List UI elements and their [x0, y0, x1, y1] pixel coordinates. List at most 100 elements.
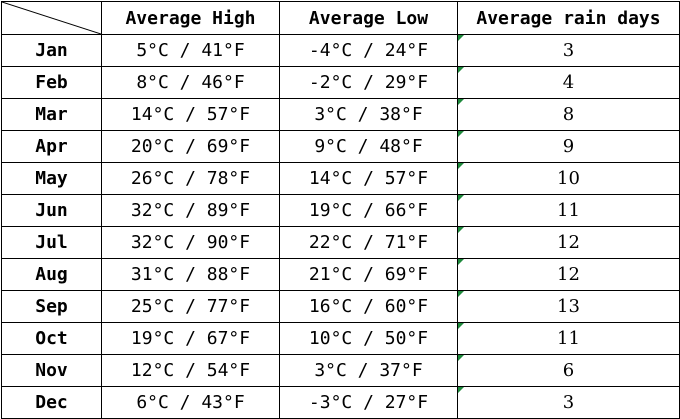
- average-rain-days-cell-value: 4: [562, 72, 575, 93]
- header-average-rain-days[interactable]: Average rain days: [457, 1, 680, 35]
- average-low-cell[interactable]: 19°C / 66°F: [279, 194, 458, 227]
- average-high-cell[interactable]: 26°C / 78°F: [101, 162, 280, 195]
- average-low-cell[interactable]: 9°C / 48°F: [279, 130, 458, 163]
- average-high-cell[interactable]: 14°C / 57°F: [101, 98, 280, 131]
- average-low-cell[interactable]: 3°C / 37°F: [279, 354, 458, 387]
- table-row: Jun 32°C / 89°F 19°C / 66°F 11: [1, 194, 680, 227]
- table-body: Jan 5°C / 41°F -4°C / 24°F 3 Feb 8°C / 46°F -2…: [1, 34, 680, 419]
- month-cell-value: Nov: [35, 360, 68, 381]
- average-rain-days-cell[interactable]: 13: [457, 290, 680, 323]
- average-rain-days-cell[interactable]: 12: [457, 226, 680, 259]
- table-row: Sep 25°C / 77°F 16°C / 60°F 13: [1, 290, 680, 323]
- average-high-cell[interactable]: 32°C / 90°F: [101, 226, 280, 259]
- average-high-cell[interactable]: 19°C / 67°F: [101, 322, 280, 355]
- average-high-cell[interactable]: 5°C / 41°F: [101, 34, 280, 67]
- average-high-cell[interactable]: 31°C / 88°F: [101, 258, 280, 291]
- average-rain-days-cell[interactable]: 3: [457, 386, 680, 419]
- average-low-cell[interactable]: 22°C / 71°F: [279, 226, 458, 259]
- diagonal-line-icon: [2, 2, 101, 34]
- average-low-cell[interactable]: 3°C / 38°F: [279, 98, 458, 131]
- month-cell-value: Jul: [35, 232, 68, 253]
- month-cell-value: Oct: [35, 328, 68, 349]
- month-cell-value: Jun: [35, 200, 68, 221]
- average-high-cell-value: 14°C / 57°F: [130, 104, 251, 125]
- average-rain-days-cell[interactable]: 4: [457, 66, 680, 99]
- month-cell[interactable]: Apr: [1, 130, 102, 163]
- average-high-cell[interactable]: 20°C / 69°F: [101, 130, 280, 163]
- comment-flag-icon: [458, 355, 464, 361]
- average-rain-days-cell[interactable]: 11: [457, 194, 680, 227]
- month-cell-value: Apr: [35, 136, 68, 157]
- average-rain-days-cell[interactable]: 6: [457, 354, 680, 387]
- corner-cell[interactable]: [1, 1, 102, 35]
- average-low-cell-value: 9°C / 48°F: [314, 136, 423, 157]
- average-rain-days-cell[interactable]: 8: [457, 98, 680, 131]
- table-row: Feb 8°C / 46°F -2°C / 29°F 4: [1, 66, 680, 99]
- header-row: Average High Average Low Average rain da…: [1, 1, 680, 35]
- average-low-cell-value: 16°C / 60°F: [308, 296, 429, 317]
- month-cell-value: Sep: [35, 296, 68, 317]
- month-cell[interactable]: Feb: [1, 66, 102, 99]
- average-low-cell[interactable]: 16°C / 60°F: [279, 290, 458, 323]
- average-low-cell[interactable]: 10°C / 50°F: [279, 322, 458, 355]
- average-high-cell[interactable]: 8°C / 46°F: [101, 66, 280, 99]
- month-cell-value: Dec: [35, 392, 68, 413]
- month-cell-value: Aug: [35, 264, 68, 285]
- comment-flag-icon: [458, 259, 464, 265]
- average-high-cell-value: 5°C / 41°F: [136, 40, 245, 61]
- table-row: Mar 14°C / 57°F 3°C / 38°F 8: [1, 98, 680, 131]
- average-low-cell[interactable]: 14°C / 57°F: [279, 162, 458, 195]
- header-average-low[interactable]: Average Low: [279, 1, 458, 35]
- month-cell-value: Feb: [35, 72, 68, 93]
- average-rain-days-cell-value: 3: [562, 392, 575, 413]
- average-rain-days-cell[interactable]: 3: [457, 34, 680, 67]
- average-rain-days-cell[interactable]: 11: [457, 322, 680, 355]
- average-low-cell-value: -3°C / 27°F: [308, 392, 429, 413]
- month-cell[interactable]: May: [1, 162, 102, 195]
- month-cell-value: May: [35, 168, 68, 189]
- month-cell[interactable]: Mar: [1, 98, 102, 131]
- average-low-cell[interactable]: 21°C / 69°F: [279, 258, 458, 291]
- average-low-cell-value: 3°C / 37°F: [314, 360, 423, 381]
- month-cell[interactable]: Sep: [1, 290, 102, 323]
- average-high-cell[interactable]: 12°C / 54°F: [101, 354, 280, 387]
- average-rain-days-cell-value: 11: [557, 200, 580, 221]
- average-low-cell-value: 21°C / 69°F: [308, 264, 429, 285]
- month-cell[interactable]: Dec: [1, 386, 102, 419]
- comment-flag-icon: [458, 227, 464, 233]
- average-low-cell[interactable]: -3°C / 27°F: [279, 386, 458, 419]
- average-high-cell-value: 32°C / 90°F: [130, 232, 251, 253]
- month-cell[interactable]: Nov: [1, 354, 102, 387]
- header-average-high[interactable]: Average High: [101, 1, 280, 35]
- comment-flag-icon: [458, 195, 464, 201]
- average-high-cell-value: 12°C / 54°F: [130, 360, 251, 381]
- month-cell[interactable]: Jun: [1, 194, 102, 227]
- average-high-cell-value: 32°C / 89°F: [130, 200, 251, 221]
- average-rain-days-cell-value: 11: [557, 328, 580, 349]
- average-rain-days-cell-value: 13: [557, 296, 580, 317]
- month-cell[interactable]: Aug: [1, 258, 102, 291]
- average-rain-days-cell[interactable]: 10: [457, 162, 680, 195]
- average-low-cell-value: 10°C / 50°F: [308, 328, 429, 349]
- average-rain-days-cell-value: 10: [557, 168, 580, 189]
- average-low-cell-value: -2°C / 29°F: [308, 72, 429, 93]
- comment-flag-icon: [458, 99, 464, 105]
- average-high-cell[interactable]: 32°C / 89°F: [101, 194, 280, 227]
- average-high-cell[interactable]: 25°C / 77°F: [101, 290, 280, 323]
- comment-flag-icon: [458, 323, 464, 329]
- average-rain-days-cell[interactable]: 12: [457, 258, 680, 291]
- average-low-cell[interactable]: -2°C / 29°F: [279, 66, 458, 99]
- average-high-cell-value: 20°C / 69°F: [130, 136, 251, 157]
- average-high-cell[interactable]: 6°C / 43°F: [101, 386, 280, 419]
- month-cell[interactable]: Oct: [1, 322, 102, 355]
- month-cell[interactable]: Jan: [1, 34, 102, 67]
- average-low-cell[interactable]: -4°C / 24°F: [279, 34, 458, 67]
- average-rain-days-cell-value: 8: [562, 104, 575, 125]
- average-rain-days-cell[interactable]: 9: [457, 130, 680, 163]
- comment-flag-icon: [458, 35, 464, 41]
- month-cell[interactable]: Jul: [1, 226, 102, 259]
- average-high-cell-value: 6°C / 43°F: [136, 392, 245, 413]
- month-cell-value: Mar: [35, 104, 68, 125]
